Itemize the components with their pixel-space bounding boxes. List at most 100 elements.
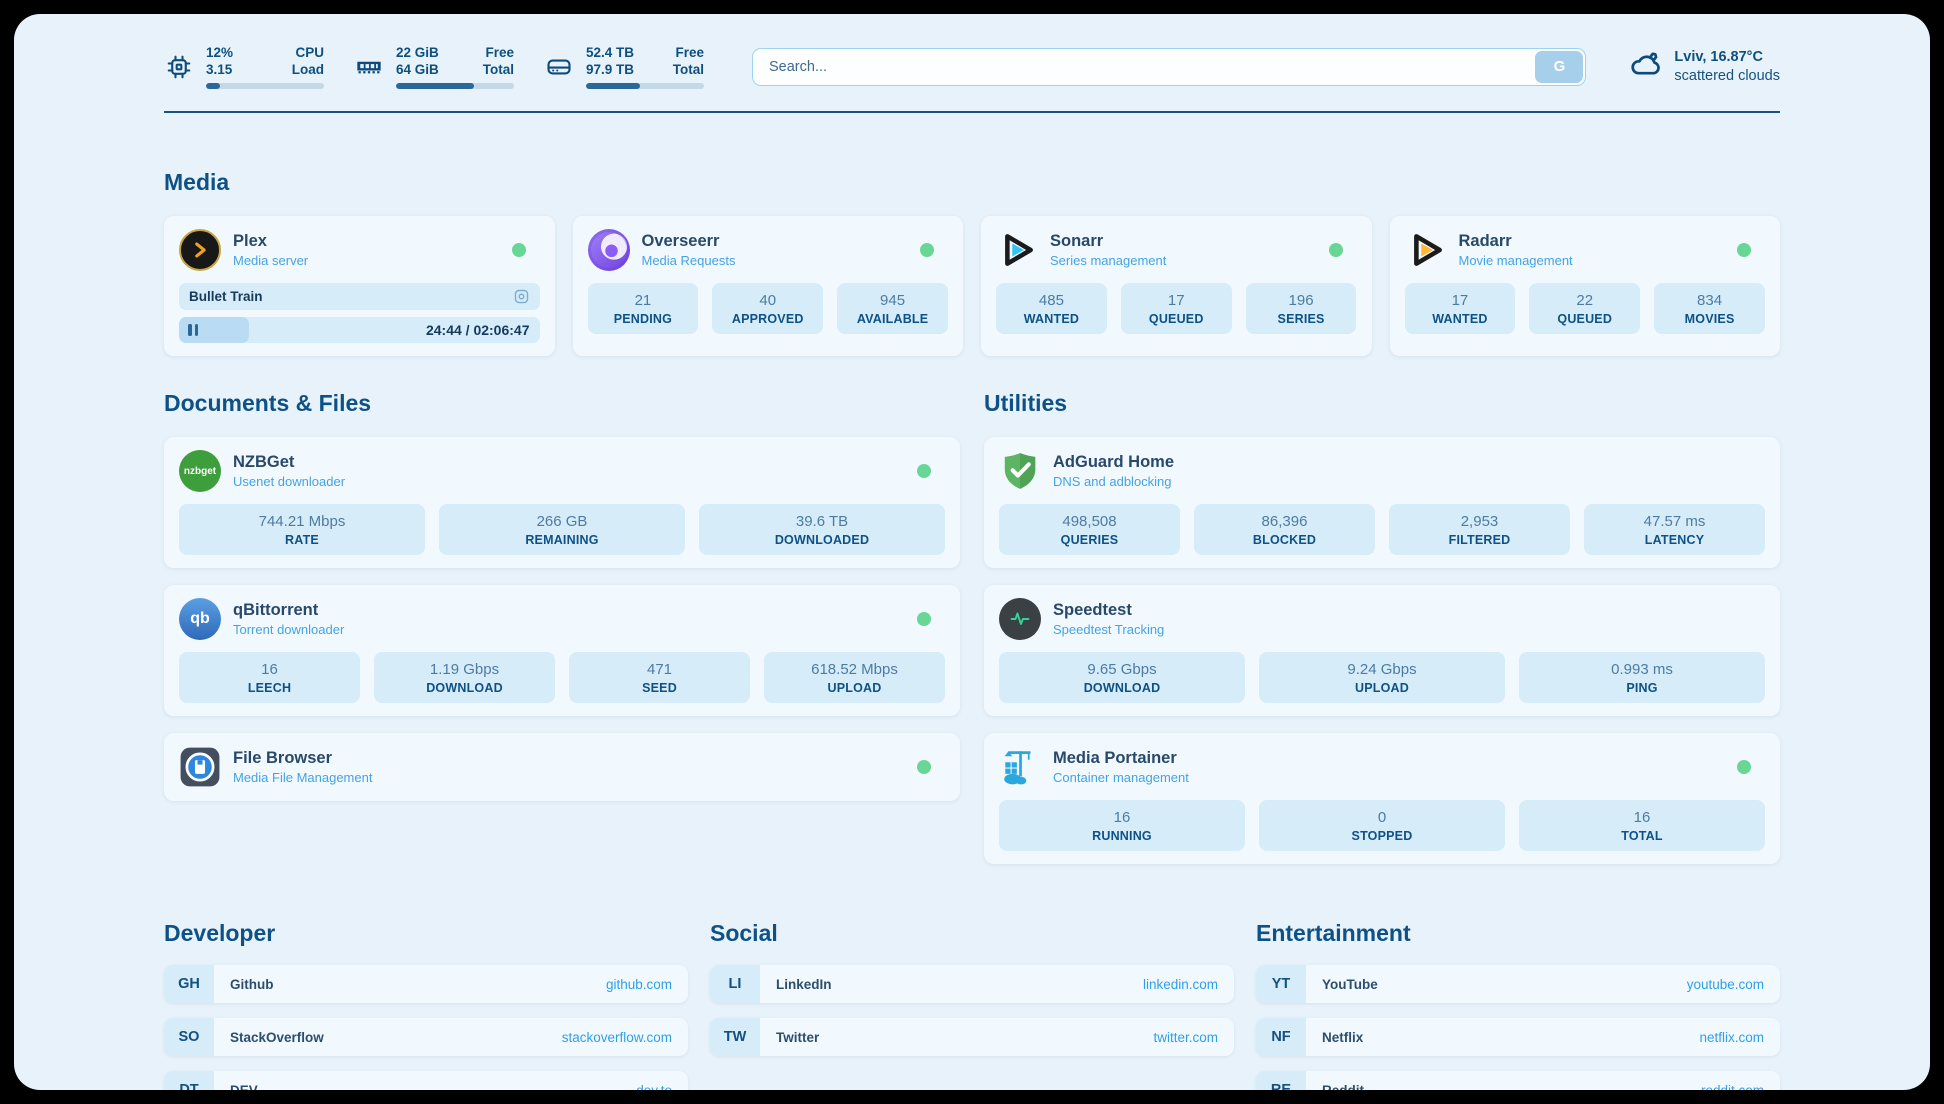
disk-progressbar	[586, 83, 704, 89]
portainer-icon	[999, 746, 1041, 788]
search-input[interactable]	[755, 58, 1536, 75]
stat-value: 2,953	[1460, 513, 1499, 530]
stat-box: 744.21 Mbps RATE	[179, 504, 425, 555]
app-description: Container management	[1053, 770, 1189, 785]
bookmark-abbr: LI	[710, 965, 760, 1003]
stat-label: STOPPED	[1351, 829, 1413, 843]
app-description: Media File Management	[233, 770, 373, 785]
stat-label: QUEUED	[1557, 312, 1613, 326]
bookmark-reddit[interactable]: RE Reddit reddit.com	[1256, 1071, 1780, 1090]
app-name: Sonarr	[1050, 232, 1104, 250]
stat-value: 47.57 ms	[1643, 513, 1706, 530]
app-card-plex[interactable]: Plex Media server Bullet Train 24:44 / 0…	[164, 216, 555, 356]
stat-value: 16	[261, 661, 278, 678]
stat-label: DOWNLOAD	[426, 681, 503, 695]
stat-label: QUEUED	[1148, 312, 1204, 326]
status-dot	[1328, 243, 1343, 257]
stat-label: AVAILABLE	[856, 312, 929, 326]
cpu-icon	[164, 52, 194, 82]
bookmark-name: Reddit	[1322, 1082, 1364, 1091]
stat-value: 17	[1451, 292, 1469, 309]
app-card-media-portainer[interactable]: Media Portainer Container management 16 …	[984, 733, 1780, 864]
status-dot	[917, 760, 931, 774]
dashboard-panel: 12% CPU 3.15 Load	[14, 14, 1930, 1090]
bookmark-url: stackoverflow.com	[561, 1029, 672, 1045]
app-name: AdGuard Home	[1053, 453, 1175, 471]
status-dot	[920, 243, 934, 257]
disk-stat: 52.4 TB Free 97.9 TB Total	[544, 44, 704, 89]
stat-box: 22 QUEUED	[1529, 283, 1641, 334]
cpu-percent: 12%	[206, 45, 234, 60]
bookmark-youtube[interactable]: YT YouTube youtube.com	[1256, 965, 1780, 1003]
stat-value: 498,508	[1062, 513, 1117, 530]
stat-box: 834 MOVIES	[1654, 283, 1765, 334]
ram-label-top: Free	[485, 45, 514, 60]
stat-value: 618.52 Mbps	[811, 661, 898, 678]
stat-box: 47.57 ms LATENCY	[1584, 504, 1765, 555]
cpu-stat: 12% CPU 3.15 Load	[164, 44, 324, 89]
app-description: Speedtest Tracking	[1053, 622, 1165, 637]
bookmark-abbr: TW	[710, 1018, 760, 1056]
stat-label: REMAINING	[525, 533, 599, 547]
status-dot	[1737, 243, 1751, 257]
stat-box: 17 QUEUED	[1120, 283, 1232, 334]
sonarr-icon	[996, 229, 1038, 271]
stat-box: 498,508 QUERIES	[999, 504, 1180, 555]
app-card-qbittorrent[interactable]: qb qBittorrent Torrent downloader 16 LEE…	[164, 585, 960, 716]
bookmark-abbr: RE	[1256, 1071, 1306, 1090]
stat-value: 945	[880, 292, 906, 309]
stat-label: PING	[1626, 681, 1658, 695]
section-title-developer: Developer	[164, 920, 276, 946]
stat-box: 266 GB REMAINING	[439, 504, 685, 555]
app-card-file-browser[interactable]: File Browser Media File Management	[164, 733, 960, 801]
stat-box: 0.993 ms PING	[1519, 652, 1765, 703]
search-engine-button[interactable]: G	[1535, 50, 1584, 83]
weather-condition: scattered clouds	[1674, 67, 1780, 84]
app-name: Plex	[233, 232, 267, 250]
section-title-social: Social	[710, 920, 778, 946]
app-card-adguard-home[interactable]: AdGuard Home DNS and adblocking 498,508 …	[984, 437, 1780, 568]
bookmark-url: dev.to	[636, 1082, 672, 1091]
bookmark-linkedin[interactable]: LI LinkedIn linkedin.com	[710, 965, 1234, 1003]
stat-box: 17 WANTED	[1404, 283, 1516, 334]
app-description: Torrent downloader	[233, 622, 345, 637]
bookmark-github[interactable]: GH Github github.com	[164, 965, 688, 1003]
stat-value: 16	[1113, 809, 1131, 826]
stat-label: WANTED	[1432, 312, 1488, 326]
ram-free-value: 22 GiB	[396, 45, 439, 60]
stat-box: 40 APPROVED	[712, 283, 824, 334]
app-card-speedtest[interactable]: Speedtest Speedtest Tracking 9.65 Gbps D…	[984, 585, 1780, 716]
bookmark-dev[interactable]: DT DEV dev.to	[164, 1071, 688, 1090]
stat-label: LEECH	[247, 681, 292, 695]
docs-files-cards: nzbget NZBGet Usenet downloader 744.21 M…	[164, 437, 960, 801]
section-title-media: Media	[164, 169, 230, 195]
pause-icon[interactable]	[188, 324, 198, 336]
bookmark-netflix[interactable]: NF Netflix netflix.com	[1256, 1018, 1780, 1056]
app-card-radarr[interactable]: Radarr Movie management 17 WANTED 22 QUE…	[1389, 216, 1780, 356]
app-card-sonarr[interactable]: Sonarr Series management 485 WANTED 17 Q…	[981, 216, 1372, 356]
bookmark-name: LinkedIn	[776, 976, 832, 992]
weather-location-temp: Lviv, 16.87°C	[1674, 48, 1763, 65]
stat-label: QUERIES	[1060, 533, 1119, 547]
stat-label: APPROVED	[731, 312, 804, 326]
stat-label: UPLOAD	[827, 681, 882, 695]
app-card-overseerr[interactable]: Overseerr Media Requests 21 PENDING 40 A…	[572, 216, 963, 356]
bookmark-twitter[interactable]: TW Twitter twitter.com	[710, 1018, 1234, 1056]
bookmark-stackoverflow[interactable]: SO StackOverflow stackoverflow.com	[164, 1018, 688, 1056]
bookmark-url: youtube.com	[1686, 976, 1764, 992]
cloud-icon	[1628, 47, 1662, 86]
bookmark-name: Github	[230, 976, 274, 992]
stat-label: DOWNLOAD	[1083, 681, 1161, 695]
now-playing-row: Bullet Train	[179, 283, 540, 310]
stat-value: 86,396	[1261, 513, 1308, 530]
app-card-nzbget[interactable]: nzbget NZBGet Usenet downloader 744.21 M…	[164, 437, 960, 568]
stat-value: 21	[634, 292, 652, 309]
stat-value: 9.65 Gbps	[1087, 661, 1157, 678]
disk-label-bottom: Total	[672, 62, 704, 77]
bookmark-url: github.com	[605, 976, 672, 992]
app-name: Overseerr	[641, 232, 720, 250]
app-name: Radarr	[1458, 232, 1512, 250]
section-title-docs-files: Documents & Files	[164, 390, 372, 416]
bookmarks-developer: Developer GH Github github.com SO StackO…	[164, 920, 688, 1090]
stat-label: FILTERED	[1448, 533, 1511, 547]
